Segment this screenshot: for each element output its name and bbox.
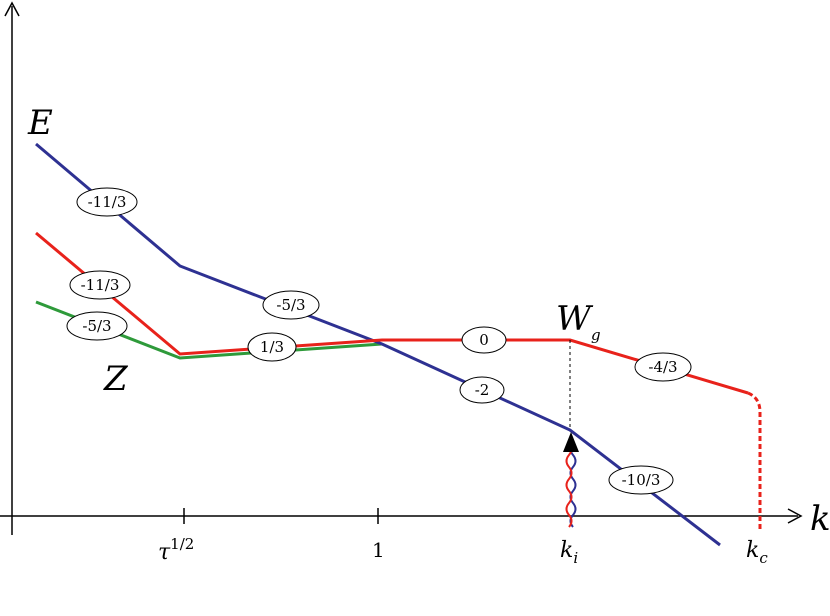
svg-text:-11/3: -11/3 — [81, 276, 120, 294]
x-axis-arrowhead — [787, 508, 803, 524]
svg-text:-2: -2 — [475, 381, 490, 399]
tick-label-kc: kc — [746, 538, 768, 567]
svg-text:-5/3: -5/3 — [276, 296, 305, 314]
svg-text:-5/3: -5/3 — [82, 317, 111, 335]
slope-label-blue-3: -2 — [459, 376, 505, 404]
arrowhead-up — [563, 432, 579, 452]
slope-label-red-4: -4/3 — [634, 352, 692, 382]
red-curve-dashed-drop — [747, 391, 762, 530]
wavy-line-red — [565, 440, 573, 528]
y-axis-label: E — [27, 103, 53, 143]
wavy-line-blue — [569, 440, 577, 528]
red-curve — [35, 231, 749, 395]
y-axis-arrowhead — [4, 1, 20, 17]
slope-label-green-1: -5/3 — [66, 311, 128, 341]
svg-text:-11/3: -11/3 — [88, 193, 127, 211]
tick-label-tau: τ1/2 — [158, 535, 194, 565]
slope-label-blue-1: -11/3 — [76, 187, 138, 217]
slope-labels: -11/3 -11/3 -5/3 -5/3 1/3 0 -2 -4/3 — [66, 187, 692, 495]
z-label: Z — [103, 359, 129, 399]
x-axis-label: k — [810, 499, 830, 539]
svg-text:1/3: 1/3 — [260, 338, 284, 356]
tick-label-ki: ki — [560, 538, 578, 567]
slope-label-red-1: -11/3 — [69, 270, 131, 300]
slope-label-red-2: 1/3 — [247, 332, 297, 362]
axes — [0, 1, 803, 535]
tick-label-one: 1 — [372, 538, 385, 562]
svg-text:-4/3: -4/3 — [648, 358, 677, 376]
svg-text:0: 0 — [479, 331, 489, 349]
slope-label-blue-2: -5/3 — [262, 290, 320, 320]
blue-curve — [35, 142, 721, 547]
svg-text:-10/3: -10/3 — [622, 471, 661, 489]
slope-label-blue-4: -10/3 — [608, 465, 674, 495]
slope-label-red-3: 0 — [461, 326, 507, 354]
wg-label: Wg — [556, 299, 601, 344]
wavy-arrow — [563, 432, 579, 528]
